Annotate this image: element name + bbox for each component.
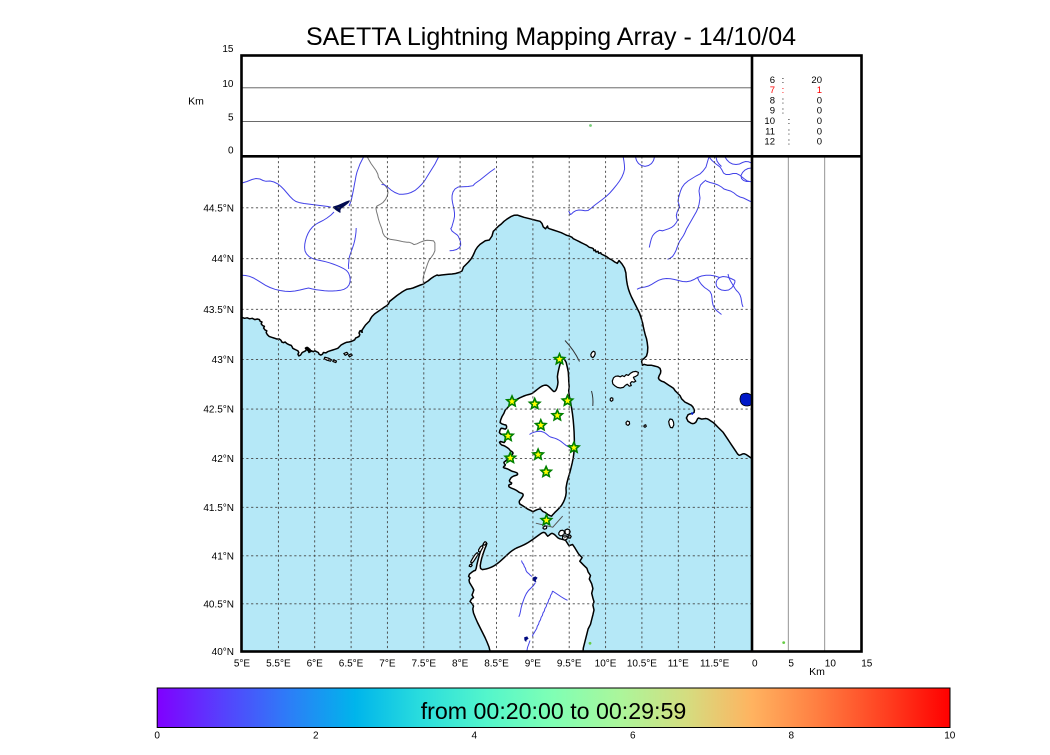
svg-text::: : <box>782 95 785 106</box>
svg-text:1: 1 <box>817 85 822 96</box>
svg-text:10: 10 <box>222 79 234 90</box>
svg-text:9.5°E: 9.5°E <box>557 659 582 670</box>
svg-text:15: 15 <box>861 659 873 670</box>
svg-text:15: 15 <box>222 44 234 55</box>
svg-text:12: 12 <box>764 137 775 148</box>
svg-text:10: 10 <box>944 731 956 742</box>
svg-text::: : <box>788 126 791 137</box>
svg-text:0: 0 <box>228 146 234 157</box>
svg-text:42.5°N: 42.5°N <box>203 405 234 416</box>
svg-text:0: 0 <box>817 137 822 148</box>
svg-text:42°N: 42°N <box>212 454 234 465</box>
svg-text:11.5°E: 11.5°E <box>700 659 730 670</box>
svg-text:0: 0 <box>817 126 822 137</box>
svg-text:10: 10 <box>825 659 837 670</box>
svg-text:40°N: 40°N <box>212 647 234 658</box>
svg-text:Km: Km <box>809 666 825 678</box>
svg-text:41°N: 41°N <box>212 551 234 562</box>
svg-text::: : <box>788 116 791 127</box>
svg-text:6°E: 6°E <box>307 659 324 670</box>
svg-text:from 00:20:00 to 00:29:59: from 00:20:00 to 00:29:59 <box>421 698 687 724</box>
svg-text:20: 20 <box>811 75 822 86</box>
svg-text:7: 7 <box>770 85 775 96</box>
svg-text:10°E: 10°E <box>595 659 617 670</box>
svg-text:7°E: 7°E <box>379 659 396 670</box>
svg-text:2: 2 <box>313 731 319 742</box>
svg-text:8.5°E: 8.5°E <box>484 659 509 670</box>
svg-text:6.5°E: 6.5°E <box>339 659 364 670</box>
svg-text:9: 9 <box>770 106 775 117</box>
svg-text:7.5°E: 7.5°E <box>411 659 436 670</box>
svg-text::: : <box>782 106 785 117</box>
svg-text:0: 0 <box>817 116 822 127</box>
svg-text:4: 4 <box>471 731 477 742</box>
svg-text::: : <box>782 75 785 86</box>
svg-text:SAETTA Lightning Mapping Array: SAETTA Lightning Mapping Array - 14/10/0… <box>306 23 796 51</box>
svg-text:8: 8 <box>788 731 794 742</box>
svg-text:5.5°E: 5.5°E <box>266 659 291 670</box>
svg-text:0: 0 <box>817 106 822 117</box>
svg-text:10.5°E: 10.5°E <box>627 659 657 670</box>
svg-text:9°E: 9°E <box>525 659 542 670</box>
svg-text:8: 8 <box>770 95 775 106</box>
svg-text:5°E: 5°E <box>234 659 251 670</box>
svg-text:5: 5 <box>788 659 794 670</box>
svg-text:5: 5 <box>228 112 234 123</box>
svg-text:0: 0 <box>154 731 160 742</box>
svg-text:44°N: 44°N <box>212 254 234 265</box>
svg-text:8°E: 8°E <box>452 659 469 670</box>
svg-text::: : <box>782 85 785 96</box>
svg-text:0: 0 <box>817 95 822 106</box>
svg-text:43°N: 43°N <box>212 355 234 366</box>
svg-text:6: 6 <box>630 731 636 742</box>
svg-text:6: 6 <box>770 75 775 86</box>
svg-text:44.5°N: 44.5°N <box>203 203 234 214</box>
svg-text::: : <box>788 137 791 148</box>
svg-text:0: 0 <box>752 659 758 670</box>
svg-text:10: 10 <box>764 116 775 127</box>
svg-text:43.5°N: 43.5°N <box>203 305 234 316</box>
svg-text:40.5°N: 40.5°N <box>203 599 234 610</box>
svg-text:11°E: 11°E <box>668 659 689 670</box>
svg-text:41.5°N: 41.5°N <box>203 503 234 514</box>
svg-text:11: 11 <box>765 126 775 137</box>
svg-text:Km: Km <box>188 96 204 108</box>
